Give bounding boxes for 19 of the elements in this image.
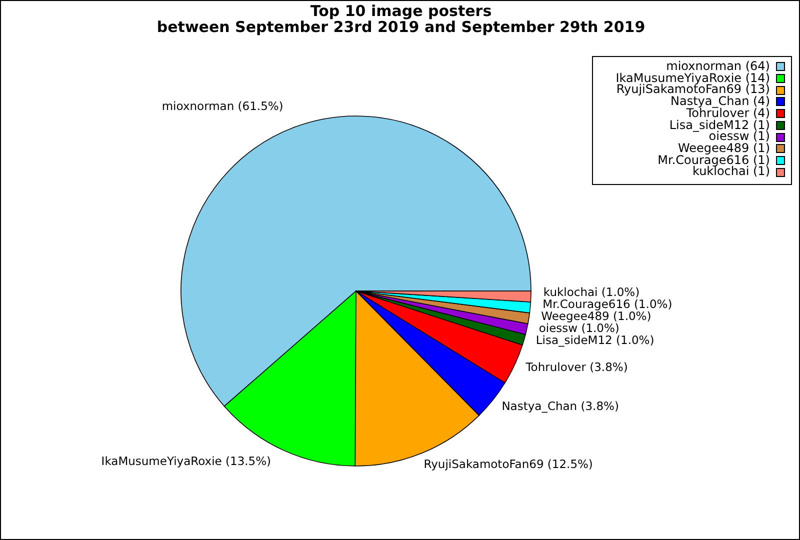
data-label: mioxnorman (61.5%): [162, 98, 284, 113]
legend-label: oiessw (1): [708, 129, 770, 144]
legend-label: mioxnorman (64): [666, 59, 770, 73]
data-label: Tohrulover (3.8%): [524, 360, 628, 374]
legend-label: RyujiSakamotoFan69 (13): [616, 82, 770, 96]
legend-label: IkaMusumeYiyaRoxie (14): [616, 70, 770, 85]
data-label: Lisa_sideM12 (1.0%): [536, 333, 654, 348]
legend-label: Weegee489 (1): [678, 140, 770, 155]
data-label: Nastya_Chan (3.8%): [502, 398, 619, 413]
data-label: IkaMusumeYiyaRoxie (13.5%): [101, 454, 272, 468]
data-label: RyujiSakamotoFan69 (12.5%): [424, 457, 593, 472]
data-label: Mr.Courage616 (1.0%): [542, 297, 672, 312]
data-label: Weegee489 (1.0%): [541, 309, 652, 324]
data-label: kuklochai (1.0%): [543, 285, 640, 300]
legend-label: kuklochai (1): [692, 164, 770, 178]
legend-label: Nastya_Chan (4): [670, 94, 770, 108]
data-label: oiessw (1.0%): [538, 321, 620, 336]
legend-label: Lisa_sideM12 (1): [669, 118, 770, 132]
chart-title: Top 10 image posters between September 23rd 2019 and September 29th 2019: [156, 2, 646, 36]
